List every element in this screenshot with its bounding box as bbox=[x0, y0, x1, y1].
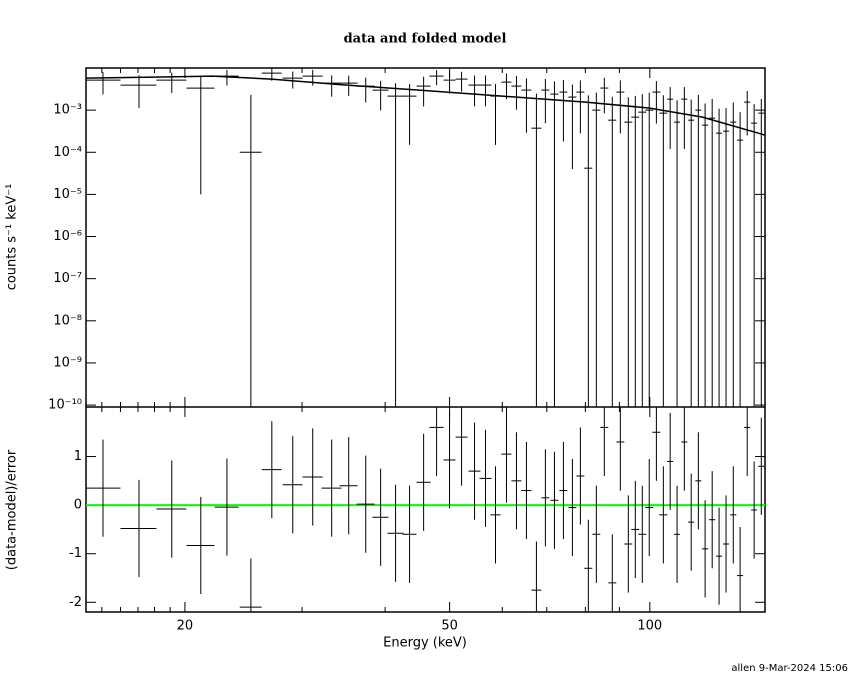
y-tick-label: 10⁻⁶ bbox=[53, 229, 82, 244]
y-axis-label: counts s⁻¹ keV⁻¹ bbox=[5, 184, 20, 291]
y-tick-label: 10⁻⁸ bbox=[53, 313, 82, 328]
x-tick-label: 50 bbox=[441, 619, 458, 634]
frame bbox=[85, 67, 766, 613]
chart-title: data and folded model bbox=[344, 32, 507, 47]
y-tick-label: 10⁻⁵ bbox=[53, 187, 82, 202]
x-tick-label: 100 bbox=[637, 619, 662, 634]
x-tick-label: 20 bbox=[177, 619, 194, 634]
footer: allen 9-Mar-2024 15:06 bbox=[731, 663, 848, 674]
x-axis-label: Energy (keV) bbox=[383, 636, 467, 651]
y-tick-label: 10⁻⁹ bbox=[53, 355, 82, 370]
y-tick-label: 10⁻⁷ bbox=[53, 271, 82, 286]
y-tick-label: 0 bbox=[74, 498, 82, 513]
y-tick-label: 10⁻¹⁰ bbox=[48, 398, 82, 413]
model-line bbox=[85, 75, 766, 136]
y-tick-label: 10⁻³ bbox=[53, 103, 82, 118]
y-tick-label: 10⁻⁴ bbox=[53, 145, 82, 160]
y-axis-label: (data-model)/error bbox=[5, 449, 20, 570]
y-tick-label: 1 bbox=[74, 449, 82, 464]
y-tick-label: -1 bbox=[69, 546, 82, 561]
y-tick-label: -2 bbox=[69, 595, 82, 610]
